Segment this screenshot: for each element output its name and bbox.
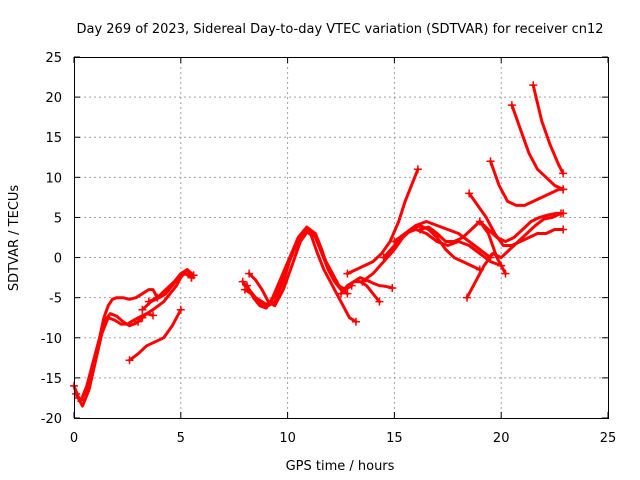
- data-point-marker: [559, 185, 568, 194]
- y-tick-label: 15: [45, 131, 62, 146]
- series-arc-1d: [138, 272, 196, 314]
- data-point-marker: [245, 269, 254, 278]
- y-tick-label: 10: [45, 171, 62, 186]
- series-line: [245, 225, 354, 310]
- series-line: [478, 211, 565, 243]
- y-tick-label: -15: [41, 372, 62, 387]
- data-point-marker: [388, 284, 397, 293]
- data-point-marker: [559, 169, 568, 178]
- data-point-marker: [486, 157, 495, 166]
- series-line: [510, 103, 565, 191]
- series-line: [489, 159, 565, 207]
- series-line: [467, 191, 565, 247]
- plot-frame: [74, 57, 609, 419]
- series-line: [418, 220, 507, 276]
- data-point-marker: [125, 356, 134, 365]
- grid: [74, 57, 608, 418]
- series-line: [531, 83, 565, 175]
- y-tick-label: 5: [54, 211, 62, 226]
- y-tick-label: -10: [41, 332, 62, 347]
- y-axis-label: SDTVAR / TECUs: [7, 185, 22, 292]
- y-tick-label: 0: [54, 252, 62, 267]
- data-point-marker: [507, 101, 516, 110]
- series-line: [147, 268, 193, 304]
- x-tick-label: 20: [493, 431, 510, 446]
- data-point-marker: [149, 311, 158, 320]
- series-line: [128, 308, 183, 362]
- x-tick-label: 15: [386, 431, 403, 446]
- series-line: [247, 228, 394, 308]
- data-point-marker: [243, 281, 252, 290]
- data-point-marker: [375, 297, 384, 306]
- series-line: [76, 312, 144, 402]
- series-arc-4e: [507, 101, 568, 194]
- data-point-marker: [416, 225, 425, 234]
- data-point-marker: [390, 237, 399, 246]
- series-line: [136, 268, 196, 324]
- series-arc-1f: [144, 268, 196, 306]
- series-arc-1g: [125, 305, 185, 365]
- chart-title: Day 269 of 2023, Sidereal Day-to-day VTE…: [76, 22, 603, 37]
- data-point-marker: [559, 225, 568, 234]
- data-point-marker: [351, 317, 360, 326]
- series-group: [70, 81, 568, 408]
- series-arc-4b: [465, 189, 568, 247]
- series-line: [345, 167, 420, 276]
- data-point-marker: [187, 273, 196, 282]
- data-point-marker: [343, 269, 352, 278]
- y-tick-label: 20: [45, 91, 62, 106]
- series-arc-4c: [475, 209, 568, 243]
- data-point-marker: [501, 269, 510, 278]
- series-arc-4d: [486, 157, 568, 207]
- data-point-marker: [379, 253, 388, 262]
- series-arc-3d: [390, 220, 495, 262]
- data-point-marker: [74, 393, 83, 402]
- y-tick-label: -5: [49, 292, 62, 307]
- data-point-marker: [475, 217, 484, 226]
- data-point-marker: [529, 81, 538, 90]
- data-point-marker: [144, 297, 153, 306]
- data-point-marker: [138, 305, 147, 314]
- series-arc-3a: [343, 165, 422, 278]
- x-tick-label: 10: [279, 431, 296, 446]
- data-point-marker: [358, 277, 367, 286]
- series-line: [392, 220, 492, 260]
- x-tick-label: 5: [177, 431, 185, 446]
- data-point-marker: [559, 209, 568, 218]
- data-point-marker: [72, 389, 81, 398]
- series-arc-2d: [245, 228, 397, 308]
- series-arc-3e: [416, 220, 510, 278]
- data-point-marker: [238, 277, 247, 286]
- data-point-marker: [134, 317, 143, 326]
- x-tick-label: 25: [600, 431, 617, 446]
- data-point-marker: [337, 289, 345, 298]
- y-tick-label: 25: [45, 51, 62, 66]
- tick-labels: 0 5 10 15 20 25 -20 -15 -10 -5 0 5 10 15 20 25: [41, 51, 617, 446]
- series-line: [72, 288, 159, 404]
- data-point-marker: [463, 293, 472, 302]
- y-tick-label: -20: [41, 412, 62, 427]
- data-point-marker: [465, 189, 474, 198]
- data-point-marker: [413, 165, 422, 174]
- x-tick-label: 0: [70, 431, 78, 446]
- series-arc-4f: [529, 81, 568, 178]
- data-point-marker: [176, 305, 185, 314]
- x-axis-label: GPS time / hours: [286, 459, 395, 474]
- series-line: [140, 272, 193, 312]
